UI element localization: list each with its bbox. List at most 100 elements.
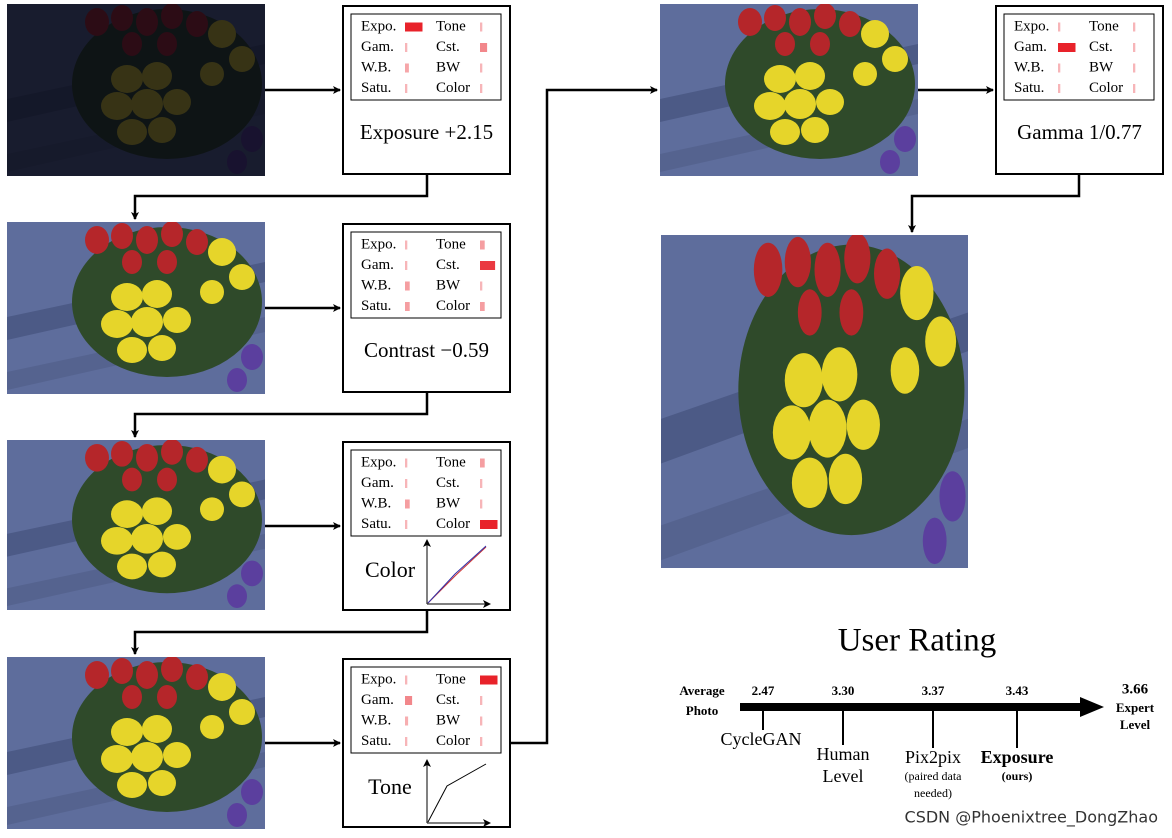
method-note: (ours) <box>1002 769 1033 783</box>
filter-weight-bar <box>1133 84 1136 93</box>
method-name: Exposure <box>981 747 1054 767</box>
photo <box>7 657 265 829</box>
filter-weight-bar <box>480 479 483 488</box>
rating-start: Photo <box>686 703 719 718</box>
filter-name: Color <box>436 298 470 314</box>
filter-weight-bar <box>480 520 498 529</box>
filter-weight-bar <box>405 302 410 311</box>
rating-start: Average <box>679 683 724 698</box>
filter-name: Cst. <box>436 39 460 55</box>
filter-panel <box>342 223 511 393</box>
filter-weight-bar <box>480 302 485 311</box>
filter-name: Satu. <box>361 80 391 96</box>
filter-weight-bar <box>480 458 485 468</box>
photo-final <box>661 235 968 568</box>
filter-panel <box>995 5 1164 175</box>
filter-weight-bar <box>405 520 408 529</box>
filter-name: W.B. <box>361 712 391 728</box>
rating-end: Expert <box>1116 700 1155 715</box>
filter-weight-bar <box>480 63 483 73</box>
filter-weight-bar <box>480 240 485 250</box>
filter-weight-bar <box>405 261 408 270</box>
filter-list-box <box>350 449 502 537</box>
filter-name: Satu. <box>1014 80 1044 96</box>
rating-score: 2.47 <box>752 683 775 698</box>
filter-weight-bar <box>480 22 483 32</box>
rating-score: 3.30 <box>832 683 855 698</box>
filter-name: W.B. <box>361 277 391 293</box>
filter-name: Satu. <box>361 733 391 749</box>
filter-name: Cst. <box>1089 39 1113 55</box>
rating-arrowhead <box>1080 697 1104 717</box>
filter-weight-bar <box>1058 84 1061 93</box>
filter-weight-bar <box>405 716 409 726</box>
method-name: Level <box>823 766 864 786</box>
rating-end: Level <box>1120 717 1151 732</box>
filter-name: Cst. <box>436 692 460 708</box>
filter-weight-bar <box>480 43 488 52</box>
method-note: needed) <box>914 786 952 800</box>
filter-name: Satu. <box>361 298 391 314</box>
filter-list-box <box>1003 13 1155 101</box>
step-label: Gamma 1/0.77 <box>1017 120 1142 144</box>
filter-weight-bar <box>1133 43 1136 52</box>
filter-weight-bar <box>1133 22 1136 32</box>
filter-name: W.B. <box>361 59 391 75</box>
filter-name: Tone <box>436 454 466 470</box>
filter-name: Cst. <box>436 475 460 491</box>
filter-name: Color <box>436 80 470 96</box>
filter-panel <box>342 658 511 828</box>
filter-name: Tone <box>436 671 466 687</box>
filter-weight-bar <box>480 261 496 270</box>
filter-name: Color <box>436 516 470 532</box>
filter-weight-bar <box>405 43 408 52</box>
photo <box>660 4 918 176</box>
filter-name: Color <box>1089 80 1123 96</box>
filter-name: Expo. <box>361 236 396 252</box>
filter-weight-bar <box>1058 43 1076 52</box>
filter-weight-bar <box>480 737 483 746</box>
filter-weight-bar <box>405 22 423 32</box>
filter-name: Expo. <box>361 18 396 34</box>
filter-name: BW <box>436 495 461 511</box>
method-note: (paired data <box>905 769 963 783</box>
filter-weight-bar <box>480 716 483 726</box>
filter-weight-bar <box>405 696 413 705</box>
filter-weight-bar <box>480 84 483 93</box>
filter-weight-bar <box>480 675 498 685</box>
filter-weight-bar <box>405 240 408 250</box>
filter-name: Color <box>436 733 470 749</box>
filter-name: Gam. <box>361 257 394 273</box>
filter-name: Satu. <box>361 516 391 532</box>
filter-name: Tone <box>1089 18 1119 34</box>
filter-name: BW <box>436 277 461 293</box>
filter-weight-bar <box>480 499 483 509</box>
filter-weight-bar <box>1058 63 1061 73</box>
filter-weight-bar <box>405 499 410 509</box>
filter-name: Expo. <box>361 671 396 687</box>
filter-weight-bar <box>1058 22 1061 32</box>
filter-weight-bar <box>405 675 408 685</box>
arrows <box>131 86 1081 747</box>
filter-panel <box>342 441 511 611</box>
filter-name: Gam. <box>361 692 394 708</box>
filter-weight-bar <box>405 479 408 488</box>
filter-name: Gam. <box>1014 39 1047 55</box>
filter-name: Cst. <box>436 257 460 273</box>
filter-weight-bar <box>480 281 483 291</box>
tone-curve <box>423 759 491 827</box>
filter-name: Expo. <box>361 454 396 470</box>
filter-name: Gam. <box>361 475 394 491</box>
method-name: CycleGAN <box>721 729 802 749</box>
filter-list-box <box>350 231 502 319</box>
filter-name: BW <box>1089 59 1114 75</box>
rating-score: 3.37 <box>922 683 945 698</box>
filter-name: W.B. <box>361 495 391 511</box>
photo-dark-overlay <box>7 4 265 176</box>
filter-name: BW <box>436 712 461 728</box>
photo <box>7 440 265 610</box>
filter-name: Tone <box>436 236 466 252</box>
step-label: Color <box>365 557 416 582</box>
rating-title: User Rating <box>838 623 997 659</box>
step-label: Exposure +2.15 <box>360 120 493 144</box>
